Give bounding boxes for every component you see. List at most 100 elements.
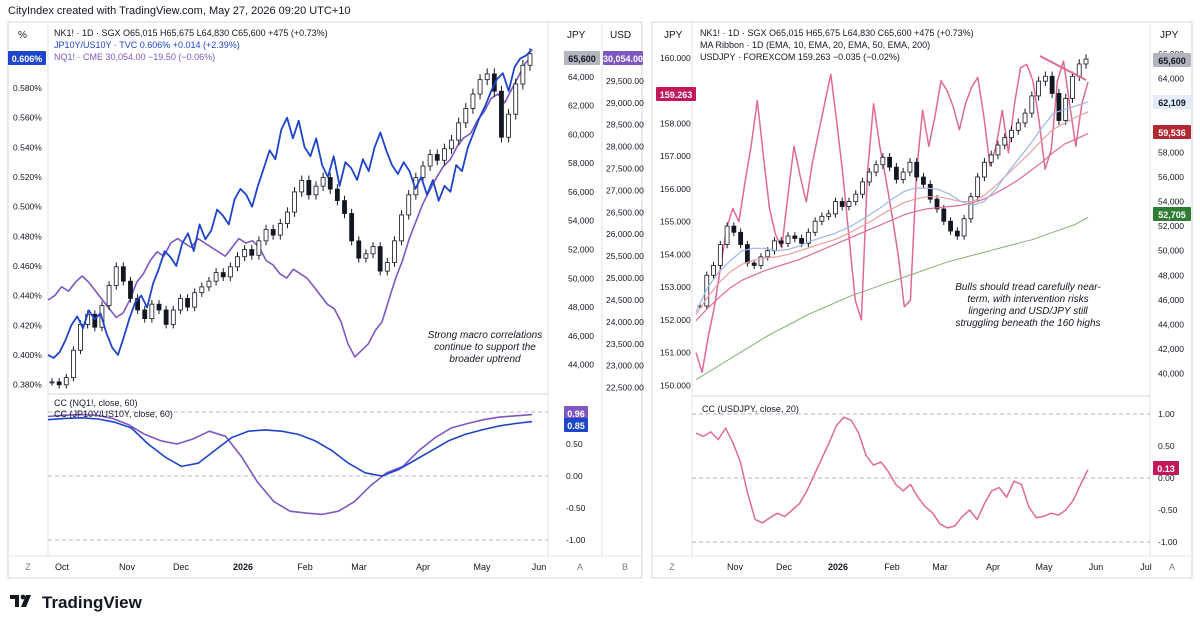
ema200-line [695, 217, 1089, 381]
nk-right-candle [988, 154, 994, 163]
nk-left-candle [456, 122, 462, 141]
left-right-y-tick: 29,000.00 [606, 98, 644, 108]
nk-right-candle [711, 265, 716, 276]
left-y-tick: 0.540% [13, 142, 42, 152]
left-y-tick: 0.500% [13, 202, 42, 212]
right-right-y-tick: 56,000 [1158, 172, 1184, 182]
left-x-tick: Nov [119, 562, 136, 572]
nk-right-candle [948, 220, 953, 232]
nk-right-candle [1002, 137, 1008, 146]
nk-right-candle [846, 201, 852, 207]
left-right-y-tick: 27,000.00 [606, 185, 644, 195]
cc-usdjpy-line [695, 416, 1089, 529]
left-right-y-tick: 26,500.00 [606, 207, 644, 217]
nk-left-candle [349, 213, 355, 242]
nk-right-candle [839, 201, 845, 207]
nk-left-candle [320, 177, 326, 187]
left-y-tick: 0.580% [13, 83, 42, 93]
nk-left-candle [242, 249, 248, 258]
right-lower-tick: -0.50 [1158, 505, 1178, 515]
left-mid-y-tick: 54,000 [568, 216, 594, 226]
right-unit-jpy-left: JPY [664, 30, 683, 41]
right-right-y-tick: 42,000 [1158, 344, 1184, 354]
left-x-tick: May [473, 562, 491, 572]
left-b-button: B [622, 562, 628, 572]
nk-right-candle [717, 244, 723, 266]
tradingview-logo-icon [10, 592, 36, 613]
cc-nq-badge: 0.96 [567, 409, 585, 419]
left-mid-y-tick: 50,000 [568, 273, 594, 283]
nk-left-candle [256, 240, 262, 256]
nk-left-candle [206, 280, 212, 288]
nk-left-candle [470, 93, 476, 109]
left-a-button: A [577, 562, 583, 572]
right-x-tick: May [1035, 562, 1053, 572]
right-left-y-tick: 154.000 [660, 249, 691, 259]
nk-left-candle [170, 309, 176, 325]
nk-left-candle [235, 256, 240, 268]
ema200-price-badge: 52,705 [1158, 210, 1186, 220]
nk-left-candle [356, 240, 362, 259]
brand-name: TradingView [42, 592, 142, 612]
right-right-y-tick: 54,000 [1158, 197, 1184, 207]
nk-left-candle [92, 313, 98, 328]
tradingview-brand[interactable]: TradingView [10, 592, 142, 613]
nk-right-candle [866, 171, 872, 183]
nk-left-candle [120, 266, 126, 282]
right-right-y-tick: 44,000 [1158, 319, 1184, 329]
nk-left-candle [427, 154, 433, 167]
left-y-tick: 0.400% [13, 350, 42, 360]
nk-right-candle [853, 193, 859, 202]
nk-right-candle [927, 183, 933, 200]
right-right-y-tick: 46,000 [1158, 295, 1184, 305]
nq-price-badge-bg [603, 51, 643, 65]
nk-left-candle [285, 211, 290, 224]
left-lower-tick: 0.50 [566, 439, 583, 449]
nk-right-candle [900, 171, 906, 180]
nk-right-candle [745, 244, 750, 264]
nk-right-candle [1042, 75, 1048, 82]
header-attribution: CityIndex created with TradingView.com, … [8, 5, 351, 17]
left-right-y-tick: 24,000.00 [606, 317, 644, 327]
nk-right-candle [975, 176, 981, 198]
nk-left-candle [520, 64, 526, 85]
right-lower-tick: 1.00 [1158, 409, 1175, 419]
right-left-y-tick: 157.000 [660, 151, 691, 161]
right-right-y-tick: 64,000 [1158, 74, 1184, 84]
nk-right-candle [982, 161, 987, 178]
left-right-y-tick: 27,500.00 [606, 164, 644, 174]
nk-right-candle [758, 256, 764, 266]
left-mid-y-tick: 64,000 [568, 72, 594, 82]
nk-left-candle [213, 272, 219, 282]
right-x-tick: Apr [986, 562, 1000, 572]
cc-jgb-line [47, 416, 533, 477]
right-legend-row: USDJPY · FOREXCOM 159.263 −0.035 (−0.02%… [700, 52, 900, 62]
nk-left-candle [63, 377, 69, 386]
left-right-y-tick: 22,500.00 [606, 383, 644, 393]
right-a-button: A [1169, 562, 1175, 572]
nk-left-candle [220, 272, 226, 278]
nk-left-candle [506, 113, 511, 138]
left-mid-y-tick: 48,000 [568, 302, 594, 312]
right-left-y-tick: 150.000 [660, 380, 691, 390]
right-x-tick: Mar [932, 562, 948, 572]
nk-right-candle [724, 225, 730, 245]
cc-jgb-badge: 0.85 [567, 421, 585, 431]
nk-left-candle [363, 253, 369, 259]
left-right-y-tick: 26,000.00 [606, 229, 644, 239]
nk-left-candle [399, 214, 404, 242]
right-legend-row: MA Ribbon · 1D (EMA, 10, EMA, 20, EMA, 5… [700, 40, 930, 50]
nk-right-candle [914, 161, 920, 178]
cc-nq-badge-bg [564, 406, 588, 420]
left-mid-y-tick: 46,000 [568, 331, 594, 341]
nk-right-candle [738, 231, 744, 245]
nk-right-candle [812, 220, 818, 233]
right-x-tick: 2026 [828, 562, 848, 572]
nk-left-candle [384, 262, 390, 272]
nk-left-price-badge: 65,600 [568, 54, 596, 64]
left-annotation-line: continue to support the [434, 342, 536, 353]
nq-line [47, 56, 533, 358]
nk-left-candle [277, 223, 283, 236]
ema200-price-badge-bg [1153, 207, 1191, 221]
